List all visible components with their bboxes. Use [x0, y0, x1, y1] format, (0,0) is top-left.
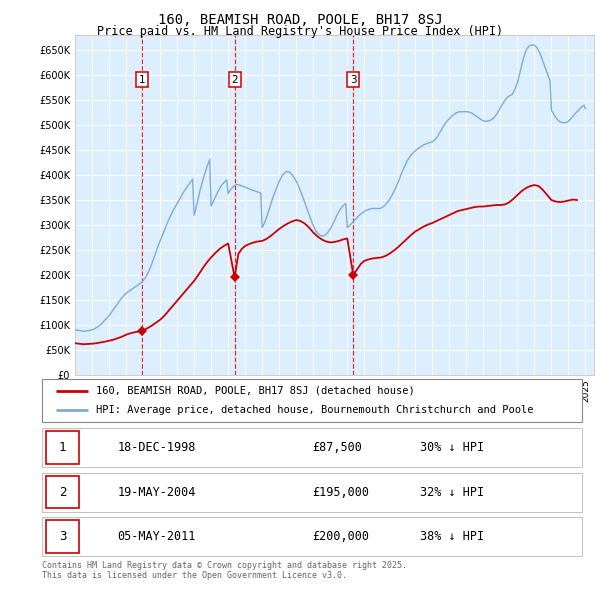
- Text: 1: 1: [139, 74, 146, 84]
- Text: 3: 3: [350, 74, 356, 84]
- FancyBboxPatch shape: [42, 473, 582, 512]
- Text: 32% ↓ HPI: 32% ↓ HPI: [420, 486, 484, 499]
- Text: £200,000: £200,000: [312, 530, 369, 543]
- Text: £87,500: £87,500: [312, 441, 362, 454]
- Text: 2: 2: [232, 74, 238, 84]
- FancyBboxPatch shape: [46, 476, 79, 509]
- FancyBboxPatch shape: [46, 431, 79, 464]
- Text: HPI: Average price, detached house, Bournemouth Christchurch and Poole: HPI: Average price, detached house, Bour…: [96, 405, 533, 415]
- Text: 19-MAY-2004: 19-MAY-2004: [118, 486, 196, 499]
- FancyBboxPatch shape: [42, 517, 582, 556]
- FancyBboxPatch shape: [42, 379, 582, 422]
- Text: 30% ↓ HPI: 30% ↓ HPI: [420, 441, 484, 454]
- Text: £195,000: £195,000: [312, 486, 369, 499]
- Text: 1: 1: [59, 441, 66, 454]
- Text: 05-MAY-2011: 05-MAY-2011: [118, 530, 196, 543]
- Text: 38% ↓ HPI: 38% ↓ HPI: [420, 530, 484, 543]
- Text: 2: 2: [59, 486, 66, 499]
- Text: 3: 3: [59, 530, 66, 543]
- Text: 18-DEC-1998: 18-DEC-1998: [118, 441, 196, 454]
- Text: 160, BEAMISH ROAD, POOLE, BH17 8SJ (detached house): 160, BEAMISH ROAD, POOLE, BH17 8SJ (deta…: [96, 386, 415, 396]
- Text: Contains HM Land Registry data © Crown copyright and database right 2025.
This d: Contains HM Land Registry data © Crown c…: [42, 560, 407, 580]
- FancyBboxPatch shape: [46, 520, 79, 553]
- Text: Price paid vs. HM Land Registry's House Price Index (HPI): Price paid vs. HM Land Registry's House …: [97, 25, 503, 38]
- FancyBboxPatch shape: [42, 428, 582, 467]
- Text: 160, BEAMISH ROAD, POOLE, BH17 8SJ: 160, BEAMISH ROAD, POOLE, BH17 8SJ: [158, 13, 442, 27]
